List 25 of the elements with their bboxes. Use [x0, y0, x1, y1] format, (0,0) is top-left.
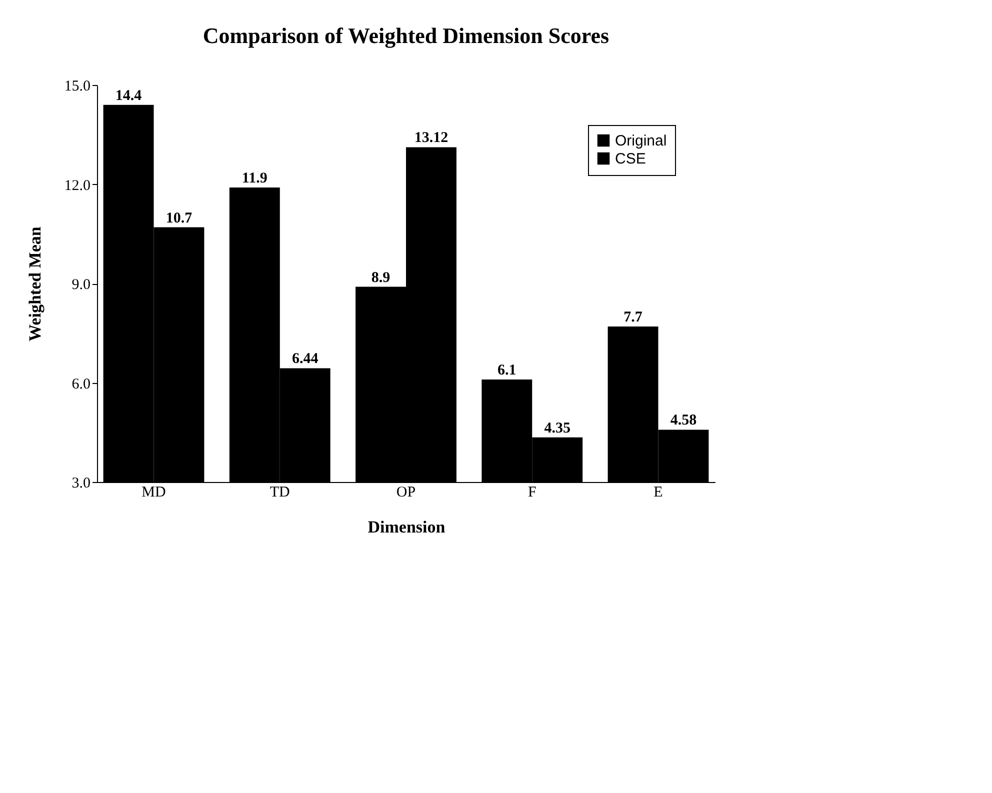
data-label: 10.7: [166, 210, 193, 226]
chart-title: Comparison of Weighted Dimension Scores: [202, 23, 610, 48]
x-axis-title: Dimension: [368, 518, 446, 536]
data-label: 4.35: [544, 420, 570, 436]
x-tick-label: TD: [270, 484, 290, 500]
data-label: 6.1: [498, 362, 516, 378]
data-label: 6.44: [292, 351, 319, 368]
y-tick-label: 6.0: [72, 376, 90, 392]
x-tick-label: OP: [396, 484, 416, 500]
data-label: 8.9: [371, 270, 390, 286]
legend-label: CSE: [615, 150, 646, 168]
x-tick-label: E: [654, 484, 663, 500]
data-label: 14.4: [115, 88, 142, 104]
y-tick-label: 9.0: [72, 277, 90, 293]
data-label: 7.7: [624, 310, 643, 326]
y-tick-label: 12.0: [64, 178, 90, 194]
x-tick-label: MD: [142, 484, 166, 500]
legend-label: Original: [615, 132, 667, 150]
data-label: 11.9: [242, 170, 268, 187]
y-tick-label: 3.0: [72, 476, 90, 492]
y-axis-title: Weighted Mean: [25, 226, 44, 342]
data-label: 4.58: [670, 412, 697, 429]
x-tick-label: F: [528, 484, 536, 500]
y-tick-label: 15.0: [64, 78, 90, 94]
data-label: 13.12: [414, 130, 448, 146]
